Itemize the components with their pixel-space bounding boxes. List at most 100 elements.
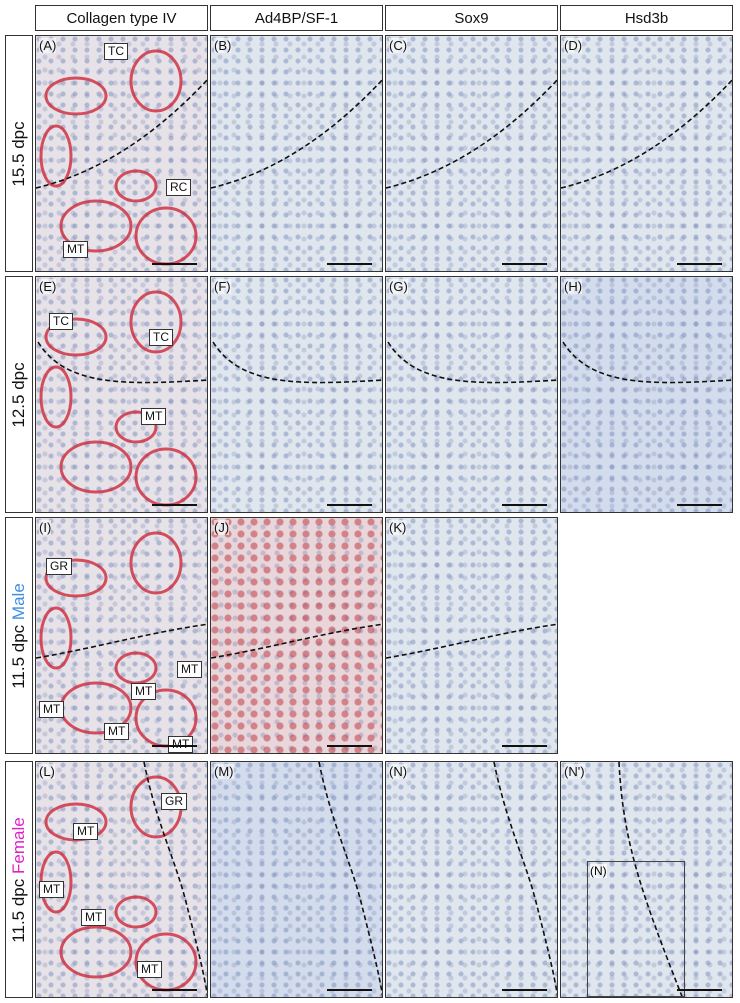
collagen-stain: [59, 925, 133, 979]
annotation: MT: [73, 823, 99, 840]
annotation: TC: [49, 313, 73, 330]
annotation: RC: [166, 179, 192, 196]
overlay: [493, 762, 557, 997]
row-label: 12.5 dpc: [5, 276, 33, 513]
micrograph-panel: (D): [560, 35, 733, 272]
inset-label: (N): [590, 864, 607, 878]
panel-label: (N): [389, 764, 408, 779]
overlay: [562, 341, 732, 384]
panel-label: (A): [39, 38, 57, 53]
micrograph-panel: (E) TC TC MT: [35, 276, 208, 513]
scale-bar: [327, 989, 372, 991]
panel-label: (L): [39, 764, 55, 779]
boundary-line: [561, 78, 732, 189]
annotation: MT: [168, 736, 194, 753]
annotation: TC: [149, 329, 173, 346]
overlay: [618, 762, 684, 997]
stage: 15.5 dpc: [9, 120, 28, 187]
scale-bar: [152, 263, 197, 265]
overlay: [386, 78, 557, 189]
panel-label: (H): [564, 279, 583, 294]
scale-bar: [502, 504, 547, 506]
row-label-text: 12.5 dpc: [9, 362, 29, 427]
annotation: GR: [46, 558, 72, 575]
collagen-stain: [44, 317, 108, 357]
collagen-stain: [59, 199, 133, 253]
annotation: MT: [137, 961, 163, 978]
panel-label: (G): [389, 279, 408, 294]
inset-box: (N): [587, 861, 685, 997]
annotation: MT: [81, 909, 107, 926]
scale-bar: [152, 989, 197, 991]
overlay: [211, 78, 382, 189]
annotation: MT: [104, 723, 130, 740]
row-label-text: 15.5 dpc: [9, 121, 29, 186]
micrograph-panel: (A) TC RC MT: [35, 35, 208, 272]
micrograph-panel: (H): [560, 276, 733, 513]
annotation: GR: [161, 793, 187, 810]
annotation: MT: [131, 683, 157, 700]
collagen-stain: [39, 124, 73, 188]
boundary-line: [387, 341, 557, 384]
panel-label: (D): [564, 38, 583, 53]
stage: 12.5 dpc: [9, 361, 28, 428]
panel-label: (J): [214, 520, 230, 535]
micrograph-panel: (N): [385, 761, 558, 998]
micrograph-panel: (C): [385, 35, 558, 272]
overlay: [39, 762, 207, 997]
scale-bar: [677, 263, 722, 265]
boundary-line: [386, 78, 557, 189]
micrograph-panel: (J): [210, 517, 383, 754]
collagen-stain: [59, 440, 133, 494]
panel-label: (B): [214, 38, 232, 53]
panel-label: (N'): [564, 764, 585, 779]
boundary-line: [562, 341, 732, 384]
boundary-line: [36, 623, 207, 659]
collagen-stain: [39, 606, 73, 670]
stage: 11.5 dpc: [9, 878, 28, 943]
micrograph-panel: (N') (N): [560, 761, 733, 998]
row-label-text: 11.5 dpc Male: [9, 583, 29, 689]
row-label: 15.5 dpc: [5, 35, 33, 272]
micrograph-panel: (G): [385, 276, 558, 513]
collagen-stain: [114, 169, 158, 203]
collagen-stain: [39, 365, 73, 429]
scale-bar: [152, 504, 197, 506]
overlay: [212, 341, 382, 384]
scale-bar: [152, 745, 197, 747]
scale-bar: [677, 504, 722, 506]
boundary-line: [211, 78, 382, 189]
column-header: Sox9: [385, 5, 558, 31]
row-label-text: 11.5 dpc Female: [9, 817, 29, 942]
micrograph-panel: (L) GR MT MT MT MT: [35, 761, 208, 998]
panel-label: (E): [39, 279, 57, 294]
scale-bar: [327, 504, 372, 506]
boundary-line: [493, 762, 557, 997]
stage: 11.5 dpc: [9, 624, 28, 689]
collagen-stain: [114, 410, 158, 444]
scale-bar: [502, 745, 547, 747]
boundary-line: [37, 341, 207, 384]
boundary-line: [386, 623, 557, 659]
panel-label: (K): [389, 520, 407, 535]
micrograph-panel: (B): [210, 35, 383, 272]
collagen-stain: [134, 206, 198, 266]
boundary-line: [618, 762, 684, 997]
boundary-line: [36, 78, 207, 189]
overlay: [386, 623, 557, 659]
panel-label: (I): [39, 520, 52, 535]
micrograph-panel: (I) GR MT MT MT MT MT: [35, 517, 208, 754]
panel-label: (M): [214, 764, 234, 779]
scale-bar: [502, 989, 547, 991]
panel-label: (C): [389, 38, 408, 53]
overlay: [36, 49, 207, 266]
collagen-stain: [44, 76, 108, 116]
scale-bar: [327, 263, 372, 265]
annotation: MT: [39, 881, 65, 898]
collagen-stain: [129, 531, 183, 595]
collagen-stain: [134, 447, 198, 507]
collagen-stain: [129, 290, 183, 354]
boundary-line: [211, 623, 382, 659]
boundary-line: [318, 762, 382, 997]
